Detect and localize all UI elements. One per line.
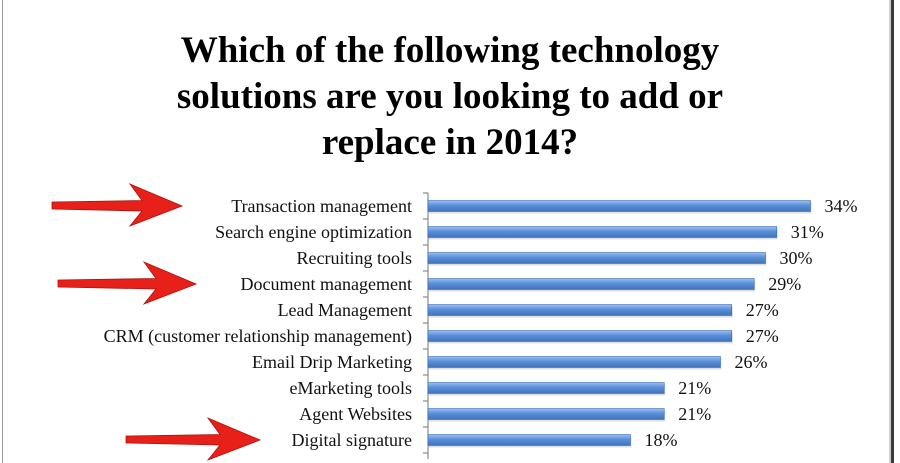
category-label: Agent Websites [299,404,412,424]
value-label: 31% [791,222,824,242]
bar [427,252,766,264]
value-label: 29% [768,274,801,294]
value-label: 18% [645,430,678,450]
value-label: 27% [746,326,779,346]
bar [427,278,755,290]
value-label: 27% [746,300,779,320]
value-label: 21% [678,378,711,398]
bar [427,200,811,212]
bar [427,356,721,368]
bar [427,434,631,446]
category-label: Document management [241,274,412,294]
bar [427,330,733,342]
category-label: Search engine optimization [215,222,412,242]
red-arrow-icon [125,417,262,461]
bar [427,226,778,238]
category-label: Lead Management [278,300,412,320]
category-label: Digital signature [292,430,412,450]
category-label: eMarketing tools [290,378,412,398]
red-arrow-icon [51,183,184,227]
value-label: 26% [735,352,768,372]
category-label: Transaction management [231,196,412,216]
bar [427,382,665,394]
chart-title-line-1: Which of the following technology [180,30,720,71]
category-label: CRM (customer relationship management) [104,326,412,347]
category-label: Recruiting tools [297,248,413,268]
chart-title-line-2: solutions are you looking to add or [176,76,724,117]
chart-title: Which of the following technology soluti… [0,28,900,166]
bar [427,304,733,316]
value-label: 34% [825,196,858,216]
red-arrow-icon [57,261,198,305]
value-label: 30% [780,248,813,268]
bar [427,408,665,420]
value-label: 21% [678,404,711,424]
chart-title-line-3: replace in 2014? [321,122,579,163]
category-label: Email Drip Marketing [252,352,412,372]
